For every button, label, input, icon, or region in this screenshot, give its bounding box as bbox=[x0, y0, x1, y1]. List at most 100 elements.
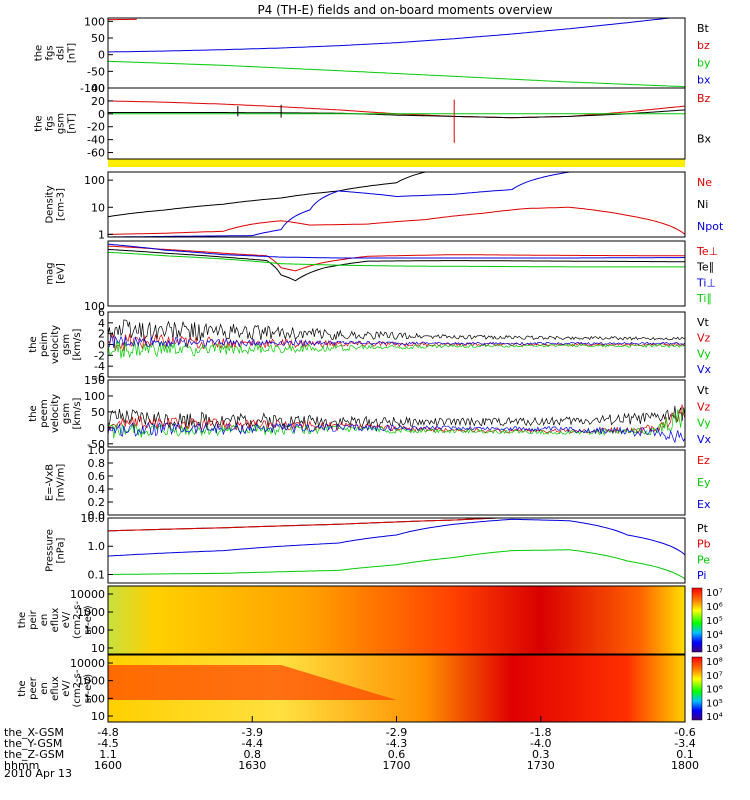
legend-entry: Pb bbox=[697, 538, 711, 551]
y-axis-label: fgs bbox=[45, 45, 56, 60]
y-axis-label: the bbox=[17, 680, 28, 696]
legend-entry: Ti∥ bbox=[696, 292, 712, 305]
x-axis-row-label: the_Y-GSM bbox=[4, 737, 62, 750]
legend-entry: Te⊥ bbox=[696, 245, 718, 258]
x-axis-value: -3.4 bbox=[674, 737, 695, 750]
series-pressure-Pb bbox=[108, 518, 498, 532]
legend-entry: Bx bbox=[697, 133, 712, 146]
x-axis-value: 1630 bbox=[238, 759, 266, 772]
legend-entry: Vx bbox=[697, 363, 712, 376]
panel-efield: 1.00.80.60.40.20.0 E=-VxB [mV/m] Ez Ey Ex bbox=[45, 444, 711, 522]
y-axis-label: [km/s] bbox=[72, 328, 83, 360]
x-axis-value: -2.9 bbox=[386, 726, 407, 739]
y-axis-label: peir bbox=[28, 609, 39, 629]
y-axis-label: [km/s] bbox=[72, 397, 83, 429]
y-tick-label: 100 bbox=[84, 300, 105, 313]
y-tick-label: -50 bbox=[87, 65, 105, 78]
y-axis-label: the bbox=[28, 405, 39, 421]
x-axis-value: 0.8 bbox=[244, 748, 262, 761]
y-axis-label: eV/ bbox=[61, 680, 72, 697]
y-axis-label: the bbox=[28, 336, 39, 352]
y-axis-label: [eV] bbox=[56, 263, 67, 284]
panel-frame bbox=[107, 379, 686, 448]
series-temperature-Ti∥ bbox=[108, 251, 685, 268]
y-axis-label: E=-VxB bbox=[45, 464, 56, 501]
date-label: 2010 Apr 13 bbox=[4, 767, 72, 780]
panel-frame bbox=[107, 17, 686, 89]
figure-title: P4 (TH-E) fields and on-board moments ov… bbox=[257, 3, 552, 17]
y-axis-label: eflux bbox=[50, 676, 61, 701]
y-axis-label: Density bbox=[45, 185, 56, 223]
colorbar-tick: 10⁷ bbox=[706, 671, 723, 682]
y-axis-label: peem bbox=[39, 399, 50, 427]
panel-peir_eflux: 10⁷ 10⁶ 10⁵ 10⁴ 10³ 10000 1000 100 10 the peir en ef… bbox=[17, 585, 723, 655]
y-tick-label: 40 bbox=[91, 82, 105, 95]
y-axis-label: sr-eV) bbox=[83, 674, 94, 703]
panel-frame bbox=[107, 171, 686, 238]
y-axis-label: en bbox=[39, 682, 50, 695]
series-pressure-Pi bbox=[108, 518, 685, 557]
colorbar-tick: 10⁶ bbox=[706, 685, 723, 696]
x-axis-value: -4.4 bbox=[242, 737, 263, 750]
y-tick-label: 50 bbox=[91, 406, 105, 419]
y-axis-label: eV/ bbox=[61, 611, 72, 628]
panel-fgs_dsl: 100 50 0 -50 -100 the fgs dsl [nT] Bt bz by bx bbox=[34, 15, 711, 95]
y-tick-label: 0 bbox=[98, 108, 105, 121]
y-tick-label: -60 bbox=[87, 147, 105, 160]
x-axis-value: -4.8 bbox=[97, 726, 118, 739]
legend-entry: Vz bbox=[697, 332, 711, 345]
y-tick-label: 0.6 bbox=[88, 470, 106, 483]
y-tick-label: 6 bbox=[98, 306, 105, 319]
series-fgs_dsl-by bbox=[108, 60, 685, 88]
panel-frame bbox=[107, 87, 686, 160]
legend-entry: Ey bbox=[697, 476, 711, 489]
y-tick-label: 10 bbox=[91, 642, 105, 655]
x-axis-value: 1600 bbox=[94, 759, 122, 772]
y-axis-label: gsm bbox=[61, 334, 72, 355]
panel-frame bbox=[107, 449, 686, 516]
colorbar-tick: 10⁷ bbox=[706, 588, 723, 599]
legend-entry: Te∥ bbox=[696, 261, 714, 274]
y-axis-label: fgs bbox=[45, 116, 56, 131]
y-axis-label: the bbox=[34, 115, 45, 131]
y-tick-label: 0.8 bbox=[88, 457, 106, 470]
legend-entry: by bbox=[697, 56, 711, 69]
y-tick-label: 4 bbox=[98, 317, 105, 330]
legend-entry: Vy bbox=[697, 347, 711, 360]
panel-frame bbox=[107, 517, 686, 584]
y-tick-label: 0 bbox=[98, 339, 105, 352]
y-tick-label: 1000 bbox=[77, 675, 105, 688]
x-axis-value: 1730 bbox=[527, 759, 555, 772]
x-axis: the_X-GSM -4.8 -3.9 -2.9 -1.8 -0.6 the_Y-GSM -4… bbox=[4, 716, 699, 772]
x-axis-row-label: hhmm bbox=[4, 759, 39, 772]
panel-frame bbox=[107, 585, 686, 655]
series-density-Ni bbox=[108, 172, 426, 218]
mode-bar bbox=[108, 159, 685, 167]
y-axis-label: eflux bbox=[50, 608, 61, 633]
y-axis-label: gsm bbox=[61, 403, 72, 424]
x-axis-value: 0.1 bbox=[676, 748, 694, 761]
legend-entry: Pi bbox=[697, 569, 706, 582]
series-fgs_gsm-Bx bbox=[108, 109, 685, 119]
y-tick-label: -20 bbox=[87, 121, 105, 134]
y-tick-label: 0 bbox=[98, 422, 105, 435]
y-axis-label: [mV/m] bbox=[56, 464, 67, 502]
y-axis-label: (cm2-s- bbox=[72, 669, 83, 707]
y-axis-label: velocity bbox=[50, 325, 61, 364]
y-tick-label: 100 bbox=[84, 15, 105, 28]
y-tick-label: 10000 bbox=[70, 657, 105, 670]
colorbar-tick: 10⁵ bbox=[706, 698, 723, 709]
legend-entry: Ex bbox=[697, 498, 711, 511]
y-axis-label: Pressure bbox=[45, 529, 56, 572]
y-tick-label: 10.0 bbox=[81, 512, 106, 525]
legend-entry: Vt bbox=[697, 384, 710, 397]
y-tick-label: -40 bbox=[87, 134, 105, 147]
legend-entry: bx bbox=[697, 73, 711, 86]
y-axis-label: the bbox=[34, 45, 45, 61]
x-axis-row-label: the_Z-GSM bbox=[4, 748, 64, 761]
y-tick-label: 2 bbox=[98, 328, 105, 341]
y-tick-label: 100 bbox=[84, 174, 105, 187]
y-tick-label: 1000 bbox=[77, 606, 105, 619]
y-axis-label: [nT] bbox=[67, 43, 78, 63]
